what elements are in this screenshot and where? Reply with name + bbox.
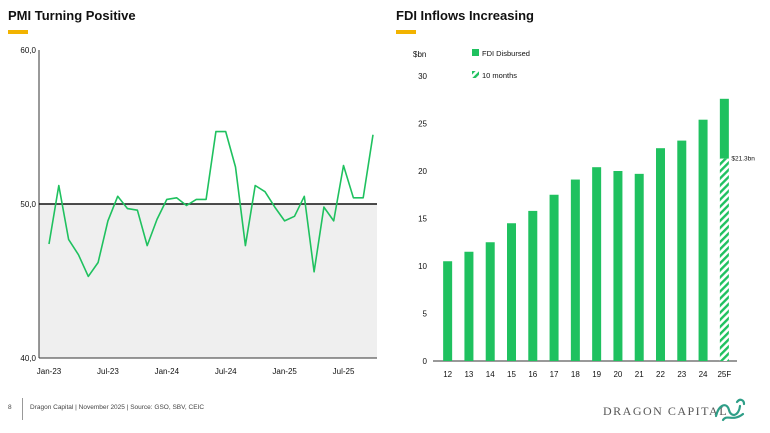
fdi-bar — [592, 167, 602, 361]
pmi-x-tick-label: Jul-25 — [333, 367, 355, 376]
pmi-x-tick-label: Jan-25 — [272, 367, 297, 376]
legend-label-10-months: 10 months — [482, 71, 517, 80]
fdi-x-tick-label: 13 — [464, 370, 473, 379]
fdi-bar — [443, 261, 453, 361]
fdi-y-axis-label: $bn — [413, 50, 426, 59]
fdi-bar — [698, 119, 708, 361]
fdi-bar-chart: $bn 0 5 10 15 20 25 30 12 13 14 15 16 17 18 19 20 21 22 2… — [413, 49, 755, 379]
fdi-y-tick-label: 25 — [418, 120, 427, 129]
fdi-x-tick-label: 14 — [486, 370, 495, 379]
pmi-shaded-area — [39, 204, 377, 358]
pmi-x-tick-label: Jan-24 — [155, 367, 180, 376]
pmi-y-tick-label: 60,0 — [20, 46, 36, 55]
fdi-y-tick-label: 10 — [418, 262, 427, 271]
fdi-bar — [485, 242, 495, 361]
fdi-x-tick-label: 24 — [699, 370, 708, 379]
legend-swatch-10-months — [472, 71, 479, 78]
fdi-x-tick-label: 15 — [507, 370, 516, 379]
fdi-bar — [570, 179, 580, 361]
legend-label-fdi-disbursed: FDI Disbursed — [482, 49, 530, 58]
footer-divider — [22, 398, 23, 420]
fdi-bar-25f-top — [719, 98, 729, 159]
fdi-x-tick-label: 19 — [592, 370, 601, 379]
fdi-bar — [677, 140, 687, 361]
fdi-bar — [634, 173, 644, 361]
fdi-y-tick-label: 15 — [418, 215, 427, 224]
footer-source: Dragon Capital | November 2025 | Source:… — [30, 404, 205, 411]
fdi-x-tick-label: 23 — [677, 370, 686, 379]
fdi-x-tick-label: 22 — [656, 370, 665, 379]
fdi-y-tick-label: 20 — [418, 167, 427, 176]
pmi-x-tick-label: Jul-24 — [215, 367, 237, 376]
fdi-x-tick-label: 21 — [635, 370, 644, 379]
fdi-bar-25f-hatched — [719, 158, 729, 361]
pmi-x-tick-label: Jan-23 — [37, 367, 62, 376]
pmi-title-underline — [8, 30, 28, 34]
pmi-chart-title: PMI Turning Positive — [8, 8, 136, 23]
fdi-bar — [549, 194, 559, 361]
fdi-chart-title: FDI Inflows Increasing — [396, 8, 534, 23]
fdi-x-tick-label: 12 — [443, 370, 452, 379]
pmi-y-tick-label: 50,0 — [20, 200, 36, 209]
fdi-bar — [656, 148, 665, 361]
fdi-bar — [528, 210, 538, 361]
fdi-title-underline — [396, 30, 416, 34]
legend-swatch-fdi-disbursed — [472, 49, 479, 56]
dragon-logo-icon — [714, 398, 746, 422]
fdi-y-tick-label: 30 — [418, 72, 427, 81]
fdi-y-tick-label: 0 — [423, 357, 428, 366]
fdi-x-tick-label: 20 — [613, 370, 622, 379]
fdi-annotation-25f: $21.3bn — [731, 156, 755, 163]
brand-name: DRAGON CAPITAL — [603, 404, 729, 418]
fdi-bar — [613, 171, 623, 361]
pmi-line-chart: 40,0 50,0 60,0 Jan-23 Jul-23 Jan-24 Jul-24 Jan… — [20, 46, 377, 376]
fdi-x-tick-label: 17 — [550, 370, 559, 379]
fdi-x-tick-label: 16 — [528, 370, 537, 379]
fdi-x-tick-label: 18 — [571, 370, 580, 379]
fdi-y-tick-label: 5 — [423, 310, 428, 319]
fdi-x-tick-label: 25F — [717, 370, 731, 379]
pmi-x-tick-label: Jul-23 — [97, 367, 119, 376]
fdi-bar — [507, 223, 516, 361]
pmi-series-line — [48, 130, 374, 278]
pmi-y-tick-label: 40,0 — [20, 354, 36, 363]
page-number: 8 — [8, 404, 12, 411]
fdi-bar — [464, 251, 474, 361]
